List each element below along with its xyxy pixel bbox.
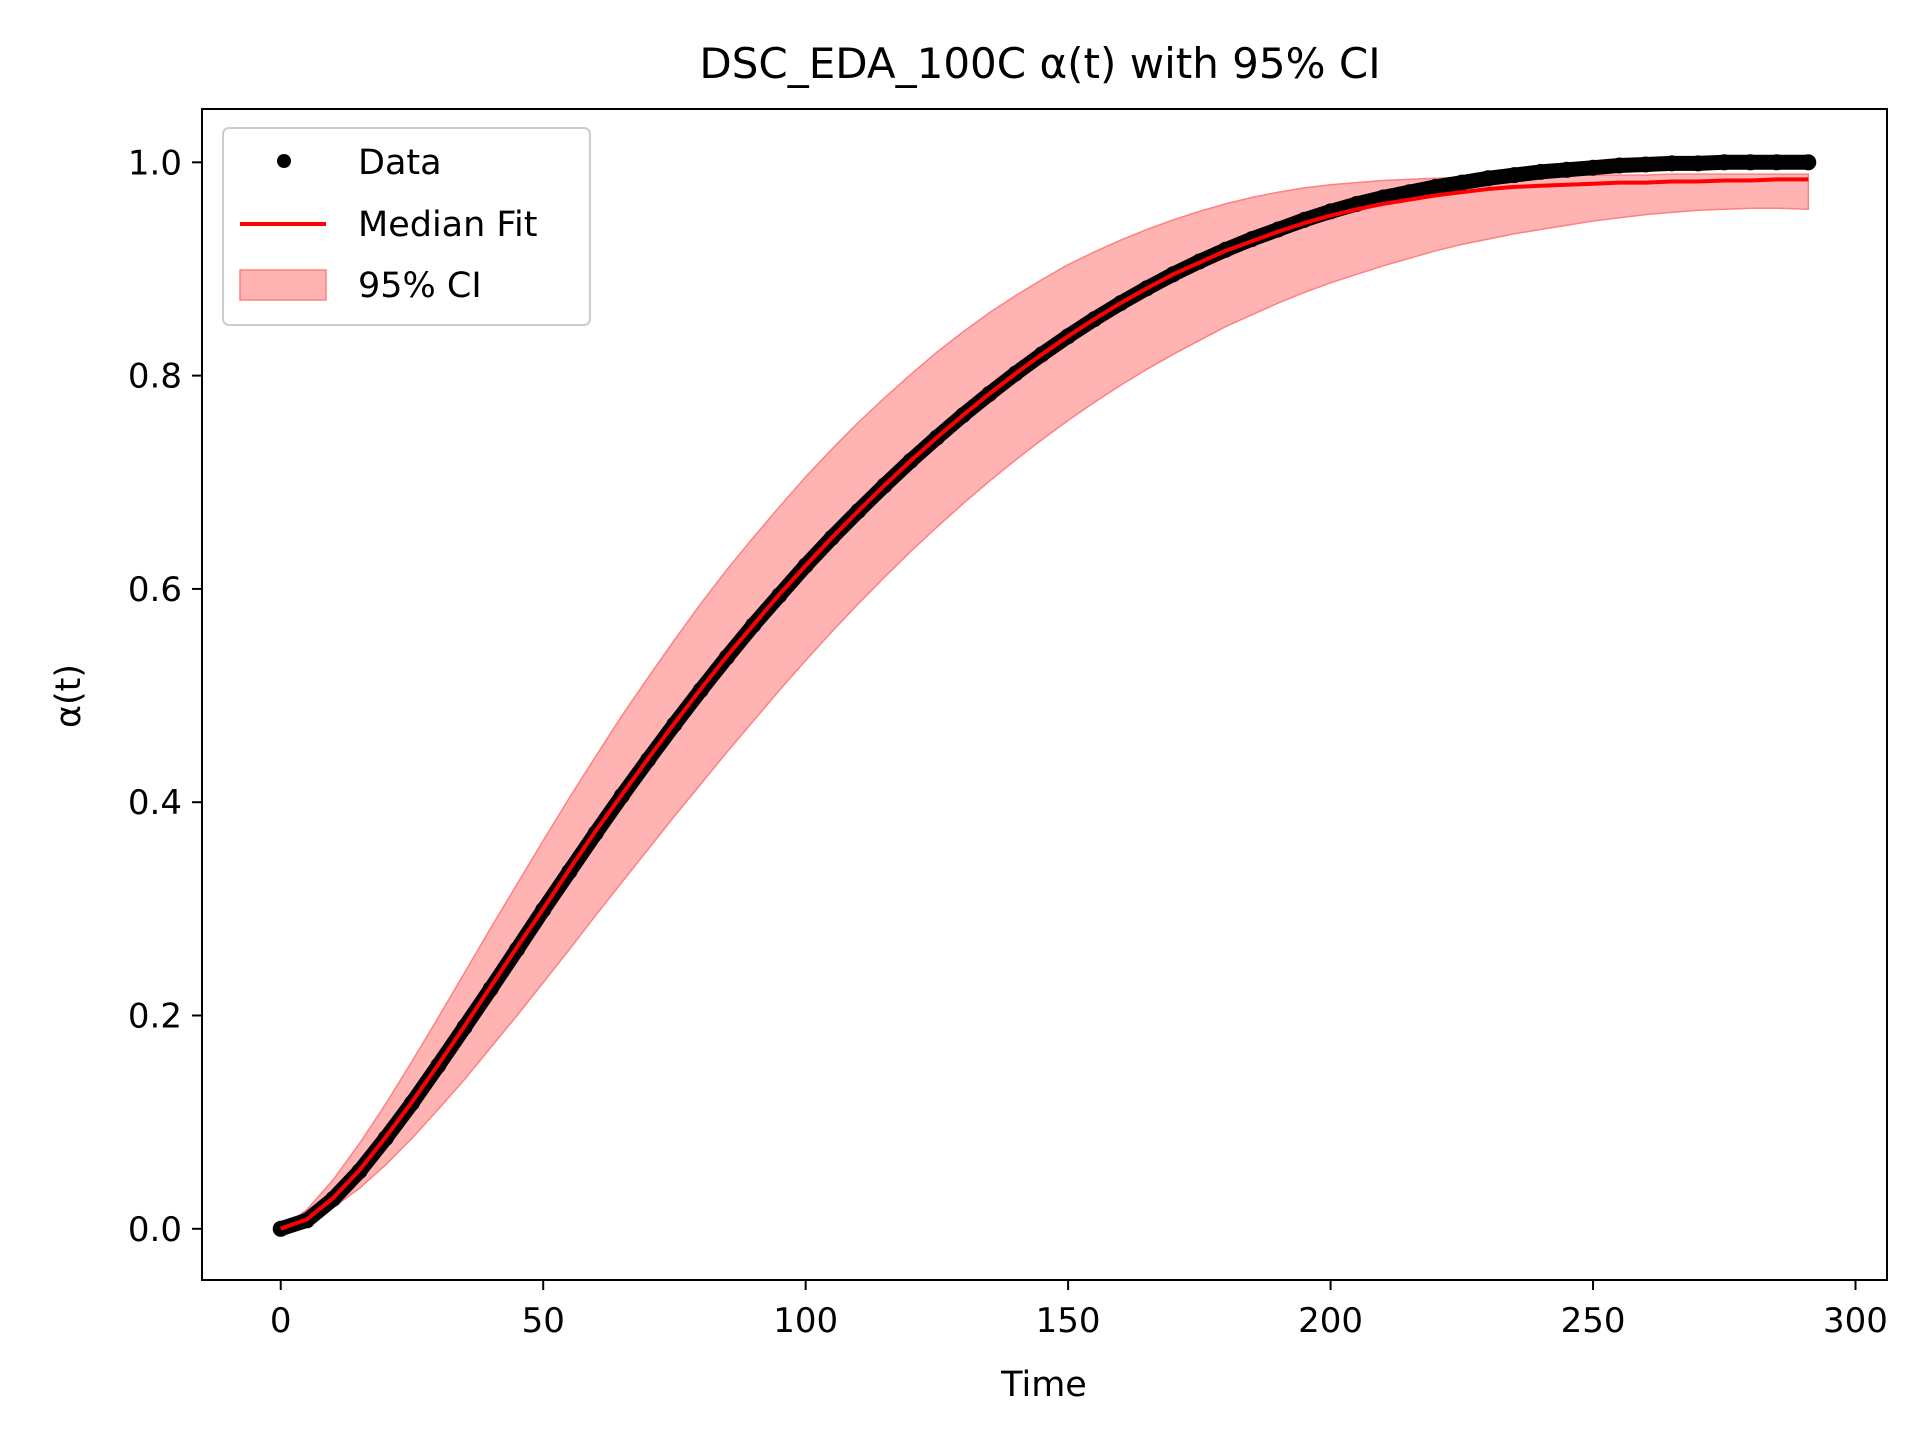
y-tick-label: 0.6 — [128, 570, 182, 610]
x-tick-label: 150 — [1036, 1301, 1101, 1341]
data-point — [1532, 163, 1549, 180]
legend-data-label: Data — [358, 143, 442, 183]
data-point — [1768, 154, 1785, 171]
y-axis-ticks: 0.0 0.2 0.4 0.6 0.8 1.0 — [128, 143, 202, 1250]
x-tick-label: 200 — [1298, 1301, 1363, 1341]
x-tick-label: 100 — [773, 1301, 838, 1341]
data-point — [1401, 184, 1418, 201]
y-tick-label: 0.8 — [128, 357, 182, 397]
x-axis-label: Time — [1000, 1365, 1087, 1405]
data-point — [1480, 170, 1497, 187]
data-point — [1637, 156, 1654, 173]
data-point — [1558, 161, 1575, 178]
y-axis-label: α(t) — [49, 664, 89, 728]
x-tick-label: 50 — [522, 1301, 565, 1341]
legend: Data Median Fit 95% CI — [222, 127, 591, 326]
data-point — [1585, 159, 1601, 176]
data-point — [1506, 167, 1523, 184]
ci-band — [280, 173, 1810, 1230]
x-tick-label: 300 — [1823, 1301, 1888, 1341]
x-tick-label: 250 — [1561, 1301, 1626, 1341]
median-fit-line — [280, 177, 1809, 1231]
data-point — [1742, 154, 1759, 171]
y-tick-label: 1.0 — [128, 143, 182, 183]
legend-data-marker — [277, 154, 291, 168]
y-tick-label: 0.4 — [128, 783, 182, 823]
legend-ci-label: 95% CI — [358, 266, 482, 306]
legend-ci-swatch — [239, 269, 327, 301]
data-point — [1716, 154, 1733, 171]
data-point — [1427, 178, 1444, 195]
data-point — [1611, 157, 1628, 174]
plot-area — [272, 154, 1817, 1237]
y-tick-label: 0.0 — [128, 1210, 182, 1250]
plot-frame — [201, 108, 1888, 1281]
data-point — [1453, 174, 1470, 191]
chart-title: DSC_EDA_100C α(t) with 95% CI — [699, 39, 1380, 88]
legend-fit-label: Median Fit — [358, 205, 537, 245]
data-point — [1663, 155, 1680, 172]
data-point — [1690, 155, 1706, 172]
data-point — [1800, 154, 1817, 171]
y-tick-label: 0.2 — [128, 997, 182, 1037]
x-tick-label: 0 — [270, 1301, 292, 1341]
x-axis-ticks: 0 50 100 150 200 250 300 — [270, 1280, 1888, 1341]
